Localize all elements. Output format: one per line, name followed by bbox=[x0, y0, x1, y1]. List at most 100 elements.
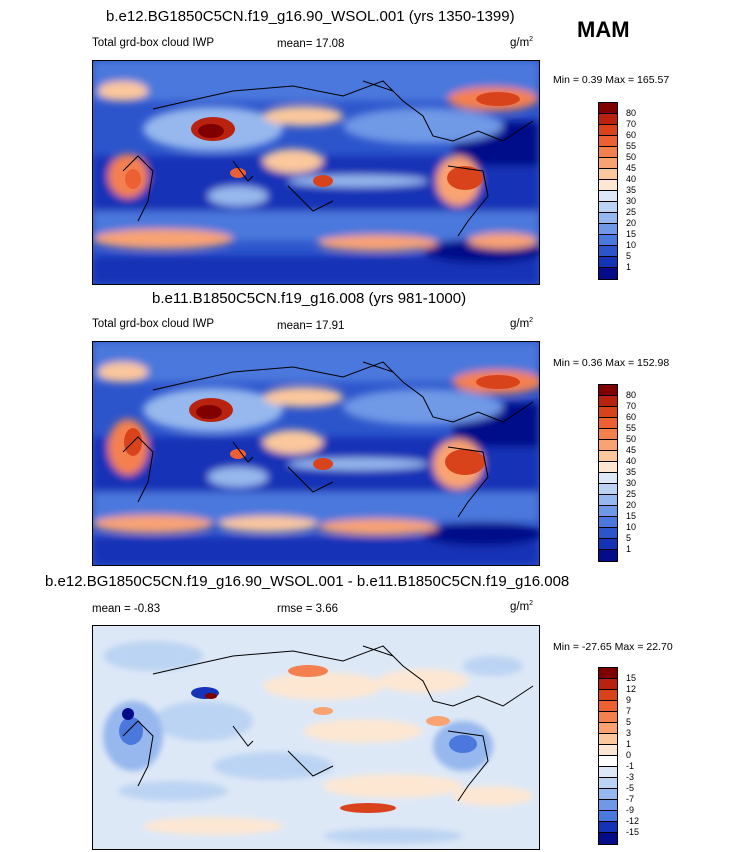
colorbar1-swatch bbox=[599, 268, 617, 279]
colorbar2-tick: 55 bbox=[626, 423, 637, 433]
colorbar3-tick: 1 bbox=[626, 739, 632, 749]
colorbar1-swatch bbox=[599, 125, 617, 136]
colorbar3-tick: -3 bbox=[626, 772, 635, 782]
panel2-mean: mean= 17.91 bbox=[277, 320, 345, 332]
colorbar3-swatch bbox=[599, 712, 617, 723]
colorbar2-swatch bbox=[599, 407, 617, 418]
colorbar1-tick: 10 bbox=[626, 240, 637, 250]
panel1-colorbar bbox=[598, 102, 618, 280]
colorbar1-swatch bbox=[599, 114, 617, 125]
colorbar3-swatch bbox=[599, 800, 617, 811]
colorbar2-swatch bbox=[599, 528, 617, 539]
panel1-title: b.e12.BG1850C5CN.f19_g16.90_WSOL.001 (yr… bbox=[106, 8, 515, 25]
colorbar2-tick: 60 bbox=[626, 412, 637, 422]
colorbar2-tick: 50 bbox=[626, 434, 637, 444]
colorbar3-swatch bbox=[599, 701, 617, 712]
colorbar1-swatch bbox=[599, 235, 617, 246]
colorbar1-swatch bbox=[599, 202, 617, 213]
panel2-title: b.e11.B1850C5CN.f19_g16.008 (yrs 981-100… bbox=[152, 290, 467, 307]
colorbar1-swatch bbox=[599, 147, 617, 158]
panel1-mean: mean= 17.08 bbox=[277, 38, 345, 50]
colorbar1-swatch bbox=[599, 257, 617, 268]
panel1-map bbox=[92, 60, 540, 285]
panel2-variable-label: Total grd-box cloud IWP bbox=[92, 318, 215, 330]
colorbar1-tick: 40 bbox=[626, 174, 637, 184]
panel3-mean: mean = -0.83 bbox=[92, 603, 161, 615]
colorbar1-swatch bbox=[599, 103, 617, 114]
colorbar3-swatch bbox=[599, 734, 617, 745]
colorbar3-swatch bbox=[599, 789, 617, 800]
colorbar3-tick: -7 bbox=[626, 794, 635, 804]
panel1-minmax: Min = 0.39 Max = 165.57 bbox=[553, 74, 670, 86]
colorbar3-tick: -5 bbox=[626, 783, 635, 793]
colorbar1-swatch bbox=[599, 191, 617, 202]
colorbar2-swatch bbox=[599, 550, 617, 561]
colorbar2-tick: 30 bbox=[626, 478, 637, 488]
colorbar3-tick: 7 bbox=[626, 706, 632, 716]
colorbar2-swatch bbox=[599, 484, 617, 495]
colorbar3-swatch bbox=[599, 679, 617, 690]
panel3-map bbox=[92, 625, 540, 850]
colorbar2-swatch bbox=[599, 418, 617, 429]
colorbar1-tick: 60 bbox=[626, 130, 637, 140]
colorbar2-swatch bbox=[599, 385, 617, 396]
colorbar1-swatch bbox=[599, 246, 617, 257]
colorbar1-tick: 30 bbox=[626, 196, 637, 206]
colorbar3-tick: -15 bbox=[626, 827, 640, 837]
colorbar2-swatch bbox=[599, 462, 617, 473]
panel3-title: b.e12.BG1850C5CN.f19_g16.90_WSOL.001 - b… bbox=[45, 573, 570, 590]
colorbar3-tick: -1 bbox=[626, 761, 635, 771]
colorbar1-tick: 1 bbox=[626, 262, 632, 272]
colorbar2-tick: 45 bbox=[626, 445, 637, 455]
colorbar3-tick: -12 bbox=[626, 816, 640, 826]
colorbar1-tick: 70 bbox=[626, 119, 637, 129]
colorbar2-swatch bbox=[599, 451, 617, 462]
colorbar1-swatch bbox=[599, 224, 617, 235]
panel2-colorbar bbox=[598, 384, 618, 562]
colorbar3-swatch bbox=[599, 833, 617, 844]
colorbar1-tick: 15 bbox=[626, 229, 637, 239]
colorbar2-tick: 40 bbox=[626, 456, 637, 466]
colorbar3-swatch bbox=[599, 778, 617, 789]
colorbar3-tick: 3 bbox=[626, 728, 632, 738]
panel2-units: g/m2 bbox=[510, 317, 534, 330]
colorbar2-tick: 15 bbox=[626, 511, 637, 521]
colorbar1-swatch bbox=[599, 136, 617, 147]
colorbar2-swatch bbox=[599, 473, 617, 484]
panel3-rmse: rmse = 3.66 bbox=[277, 603, 339, 615]
colorbar3-swatch bbox=[599, 668, 617, 679]
colorbar3-swatch bbox=[599, 756, 617, 767]
colorbar3-tick: 0 bbox=[626, 750, 632, 760]
colorbar1-tick: 50 bbox=[626, 152, 637, 162]
colorbar3-tick: 12 bbox=[626, 684, 637, 694]
colorbar3-tick: 5 bbox=[626, 717, 632, 727]
colorbar2-swatch bbox=[599, 396, 617, 407]
colorbar2-tick: 1 bbox=[626, 544, 632, 554]
colorbar1-tick: 80 bbox=[626, 108, 637, 118]
colorbar2-tick: 25 bbox=[626, 489, 637, 499]
colorbar3-swatch bbox=[599, 811, 617, 822]
colorbar1-swatch bbox=[599, 213, 617, 224]
colorbar3-swatch bbox=[599, 745, 617, 756]
panel3-units: g/m2 bbox=[510, 600, 534, 613]
colorbar2-swatch bbox=[599, 506, 617, 517]
colorbar1-swatch bbox=[599, 169, 617, 180]
colorbar2-tick: 35 bbox=[626, 467, 637, 477]
colorbar2-swatch bbox=[599, 429, 617, 440]
panel1-units: g/m2 bbox=[510, 36, 534, 49]
colorbar2-tick: 10 bbox=[626, 522, 637, 532]
colorbar2-tick: 80 bbox=[626, 390, 637, 400]
colorbar1-tick: 35 bbox=[626, 185, 637, 195]
colorbar3-swatch bbox=[599, 723, 617, 734]
colorbar2-tick: 20 bbox=[626, 500, 637, 510]
colorbar1-tick: 5 bbox=[626, 251, 632, 261]
panel3-minmax: Min = -27.65 Max = 22.70 bbox=[553, 641, 673, 653]
colorbar2-swatch bbox=[599, 440, 617, 451]
colorbar2-swatch bbox=[599, 539, 617, 550]
colorbar3-swatch bbox=[599, 767, 617, 778]
colorbar1-tick: 45 bbox=[626, 163, 637, 173]
colorbar3-swatch bbox=[599, 822, 617, 833]
panel2-map bbox=[92, 341, 540, 566]
colorbar2-swatch bbox=[599, 517, 617, 528]
colorbar1-swatch bbox=[599, 158, 617, 169]
